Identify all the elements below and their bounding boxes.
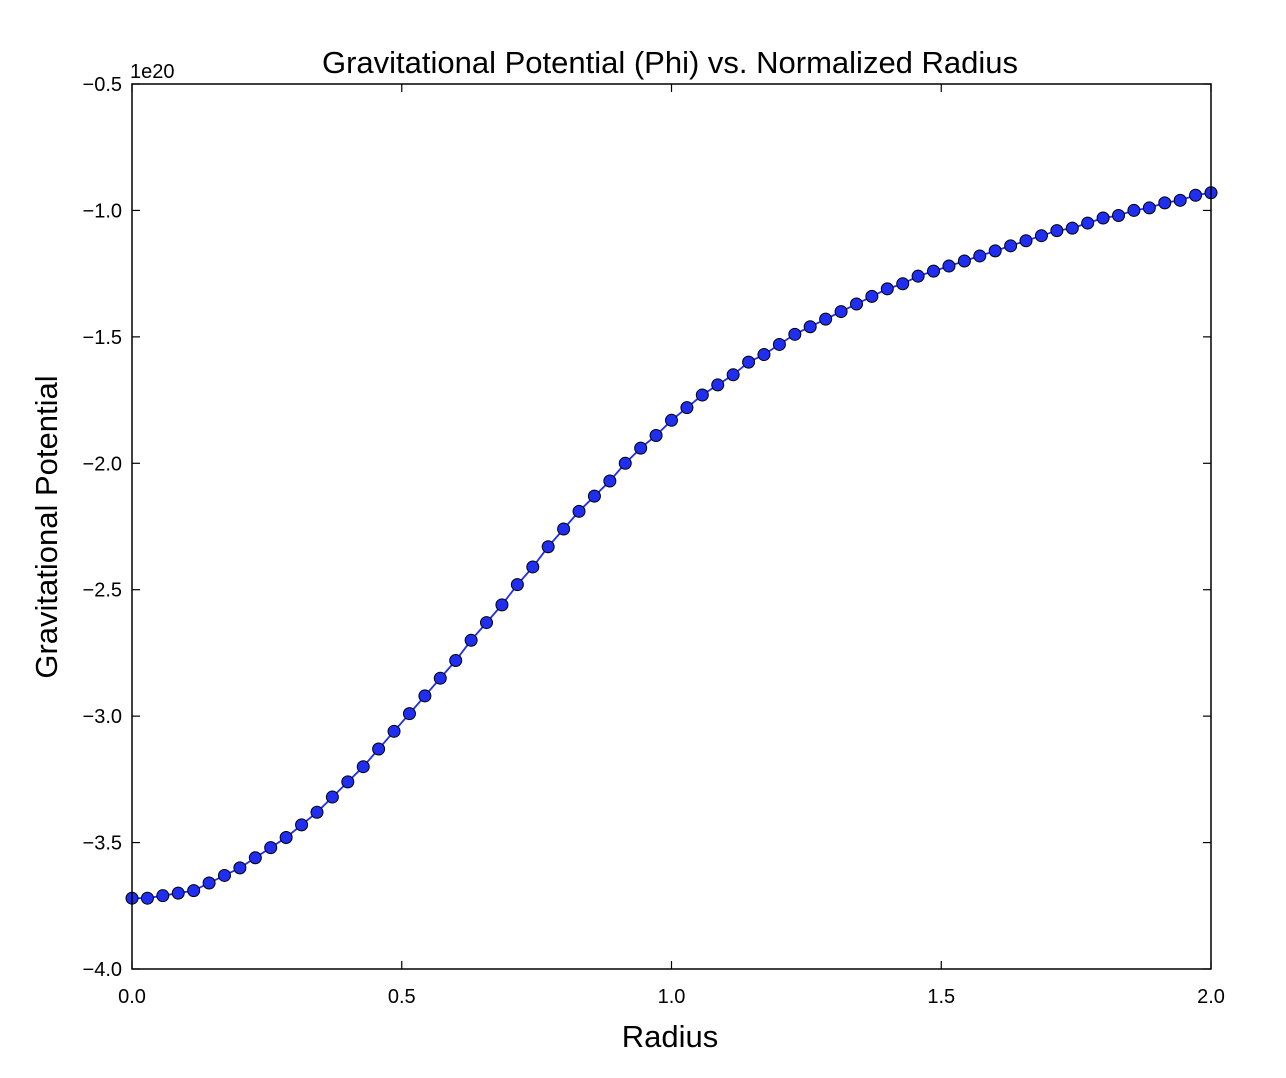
data-point — [927, 264, 941, 278]
data-point — [526, 560, 540, 574]
data-point — [310, 805, 324, 819]
data-point — [695, 388, 709, 402]
y-tick-label: −3.5 — [83, 833, 122, 855]
data-point — [402, 707, 416, 721]
data-point — [711, 378, 725, 392]
data-point — [649, 428, 663, 442]
data-point — [233, 861, 247, 875]
data-point — [495, 598, 509, 612]
x-tick-label: 2.0 — [1197, 986, 1225, 1008]
data-point — [880, 282, 894, 296]
data-point — [865, 289, 879, 303]
y-tick-label: −4.0 — [83, 959, 122, 981]
data-point — [480, 616, 494, 630]
data-point — [726, 368, 740, 382]
data-point — [557, 522, 571, 536]
y-tick-label: −1.5 — [83, 327, 122, 349]
data-point — [834, 305, 848, 319]
data-point — [1065, 221, 1079, 235]
data-point — [1050, 224, 1064, 238]
data-point — [387, 724, 401, 738]
y-axis-label: Gravitational Potential — [29, 375, 64, 678]
data-point — [356, 760, 370, 774]
y-tick-label: −2.0 — [83, 453, 122, 475]
data-point — [156, 889, 170, 903]
data-point — [510, 578, 524, 592]
data-point — [1112, 208, 1126, 222]
data-point — [295, 818, 309, 832]
x-tick-label: 1.5 — [927, 986, 955, 1008]
data-point — [1158, 196, 1172, 210]
data-point — [772, 337, 786, 351]
series-line — [132, 191, 1212, 900]
plot-frame — [131, 83, 1212, 970]
data-point — [541, 540, 555, 554]
data-point — [464, 633, 478, 647]
y-tick-label: −0.5 — [83, 74, 122, 96]
data-point — [680, 401, 694, 415]
data-point — [449, 654, 463, 668]
data-point — [202, 876, 216, 890]
data-point — [372, 742, 386, 756]
data-point — [819, 312, 833, 326]
chart-title: Gravitational Potential (Phi) vs. Normal… — [322, 45, 1018, 80]
data-point — [634, 441, 648, 455]
data-point — [1081, 216, 1095, 230]
y-tick-label: −1.0 — [83, 200, 122, 222]
x-tick-label: 0.5 — [388, 986, 416, 1008]
data-point — [618, 456, 632, 470]
data-point — [942, 259, 956, 273]
data-point — [757, 348, 771, 362]
data-point — [803, 320, 817, 334]
data-point — [217, 868, 231, 882]
data-point — [1189, 188, 1203, 202]
plot-area — [125, 186, 1218, 905]
data-point — [742, 355, 756, 369]
data-point — [988, 244, 1002, 258]
data-point — [140, 891, 154, 905]
data-point — [341, 775, 355, 789]
data-point — [587, 489, 601, 503]
x-tick-label: 1.0 — [658, 986, 686, 1008]
data-point — [896, 277, 910, 291]
x-tick-label: 0.0 — [118, 986, 146, 1008]
data-point — [279, 831, 293, 845]
data-point — [264, 841, 278, 855]
data-point — [187, 884, 201, 898]
data-point — [788, 327, 802, 341]
data-point — [1142, 201, 1156, 215]
y-offset-label: 1e20 — [130, 61, 175, 83]
y-tick-label: −3.0 — [83, 706, 122, 728]
data-point — [849, 297, 863, 311]
data-point — [911, 269, 925, 283]
data-point — [1034, 229, 1048, 243]
data-point — [1173, 193, 1187, 207]
data-point — [171, 886, 185, 900]
data-point — [1004, 239, 1018, 253]
y-axis: −4.0 −3.5 −3.0 −2.5 −2.0 −1.5 −1.0 −0.5 — [83, 74, 1211, 981]
data-point — [603, 474, 617, 488]
data-point — [433, 671, 447, 685]
data-point — [1127, 203, 1141, 217]
data-point — [325, 790, 339, 804]
x-axis-label: Radius — [622, 1019, 719, 1054]
data-point — [665, 413, 678, 427]
data-point — [572, 504, 586, 518]
data-point — [957, 254, 971, 268]
data-point — [973, 249, 987, 263]
data-point — [418, 689, 432, 703]
y-tick-label: −2.5 — [83, 580, 122, 602]
data-point — [1096, 211, 1110, 225]
data-point — [1019, 234, 1033, 248]
x-axis: 0.0 0.5 1.0 1.5 2.0 — [118, 84, 1225, 1008]
data-point — [248, 851, 262, 865]
